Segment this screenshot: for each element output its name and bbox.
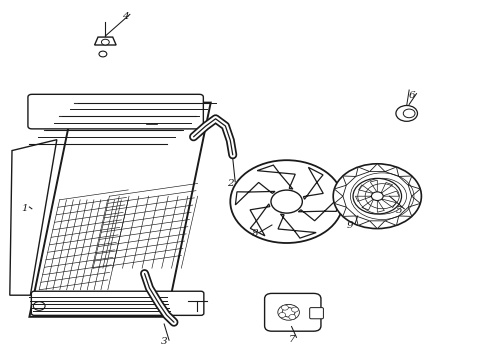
Polygon shape: [235, 183, 275, 205]
Polygon shape: [257, 165, 295, 189]
Polygon shape: [303, 167, 323, 199]
Circle shape: [278, 304, 299, 320]
Text: 3: 3: [161, 338, 168, 346]
Circle shape: [282, 307, 295, 317]
Circle shape: [396, 105, 417, 121]
Polygon shape: [250, 204, 270, 236]
Polygon shape: [334, 185, 346, 196]
Circle shape: [33, 302, 45, 310]
Polygon shape: [385, 167, 399, 176]
Circle shape: [333, 164, 421, 229]
Polygon shape: [408, 185, 420, 196]
Circle shape: [371, 192, 383, 201]
Circle shape: [230, 160, 343, 243]
Circle shape: [271, 190, 302, 213]
Polygon shape: [369, 221, 385, 229]
Polygon shape: [356, 167, 369, 176]
Circle shape: [353, 178, 402, 214]
Polygon shape: [298, 198, 338, 221]
Polygon shape: [399, 176, 412, 185]
Polygon shape: [362, 199, 374, 210]
Circle shape: [99, 51, 107, 57]
Polygon shape: [278, 214, 316, 238]
Polygon shape: [334, 196, 346, 207]
Polygon shape: [382, 191, 399, 196]
Polygon shape: [356, 216, 369, 225]
Circle shape: [282, 305, 289, 310]
Text: 5: 5: [396, 206, 403, 215]
Circle shape: [289, 314, 296, 319]
Polygon shape: [343, 176, 356, 185]
Polygon shape: [95, 37, 116, 45]
FancyBboxPatch shape: [265, 293, 321, 331]
Polygon shape: [369, 164, 385, 172]
Circle shape: [403, 109, 415, 118]
FancyBboxPatch shape: [31, 291, 204, 315]
FancyBboxPatch shape: [310, 307, 323, 319]
Polygon shape: [343, 207, 356, 216]
Polygon shape: [381, 183, 393, 194]
Polygon shape: [10, 140, 57, 295]
Text: 4: 4: [122, 12, 128, 21]
Text: 8: 8: [251, 230, 258, 239]
Polygon shape: [29, 103, 211, 317]
Polygon shape: [359, 185, 374, 194]
Text: 1: 1: [21, 204, 28, 213]
Polygon shape: [381, 199, 396, 208]
Polygon shape: [377, 200, 384, 212]
Text: 7: 7: [288, 335, 295, 343]
Polygon shape: [399, 207, 412, 216]
Polygon shape: [385, 216, 399, 225]
Polygon shape: [370, 180, 377, 193]
Text: 2: 2: [227, 179, 234, 188]
Text: 6: 6: [408, 91, 415, 100]
Circle shape: [101, 39, 109, 45]
Circle shape: [279, 312, 286, 318]
Text: 9: 9: [347, 220, 354, 230]
Polygon shape: [408, 196, 420, 207]
Polygon shape: [355, 196, 372, 201]
Circle shape: [292, 307, 298, 312]
FancyBboxPatch shape: [28, 94, 203, 129]
